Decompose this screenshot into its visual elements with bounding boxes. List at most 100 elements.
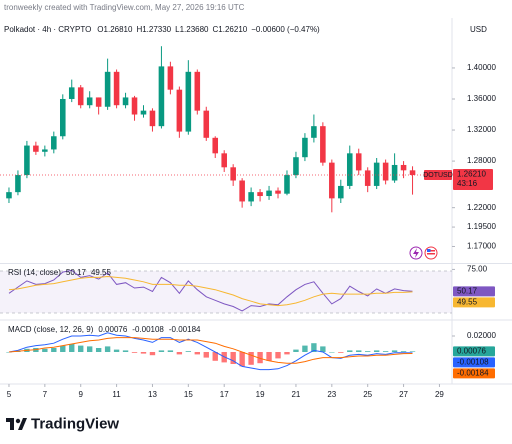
candle-body (346, 153, 353, 186)
ohlc-label: L1.23680 (175, 25, 209, 34)
y-tick-label: 0.02000 (467, 331, 496, 340)
candle-body (338, 185, 344, 199)
candle-body (33, 145, 39, 152)
y-tick-label: 1.22000 (467, 203, 496, 212)
candle-body (68, 87, 75, 99)
candle-body (51, 136, 57, 150)
histogram-bar (140, 352, 147, 354)
y-tick-label: 1.28000 (467, 156, 496, 165)
candle-body (257, 192, 263, 197)
x-tick-label: 21 (291, 390, 300, 399)
histogram-bar (167, 350, 174, 352)
histogram-bar (320, 346, 326, 352)
value-tag: -0.00184 (457, 369, 489, 378)
candle-body (122, 97, 129, 106)
candle-body (248, 192, 254, 202)
candle-body (194, 71, 201, 111)
countdown: 43:16 (457, 179, 478, 188)
candle-body (131, 97, 138, 115)
histogram-bar (104, 346, 111, 352)
y-tick-label: 1.36000 (467, 94, 496, 103)
x-tick-label: 23 (327, 390, 336, 399)
brand-logo (6, 418, 27, 430)
currency-label: USD (470, 25, 487, 34)
price-tag-box (453, 168, 493, 190)
candle-body (176, 89, 183, 132)
x-tick-label: 29 (435, 390, 444, 399)
candle-body (293, 157, 299, 176)
indicator-value: -0.00184 (169, 325, 201, 334)
histogram-bar (51, 348, 57, 352)
histogram-bar (122, 350, 129, 352)
candle-body (409, 170, 416, 175)
ohlc-label: O1.26810 (97, 25, 133, 34)
histogram-bar (248, 352, 254, 365)
indicator-line (8, 275, 413, 307)
lightning-glyph (413, 248, 419, 258)
indicator-value: 49.55 (91, 268, 112, 277)
candle-body (212, 137, 219, 154)
indicator-line (8, 269, 413, 312)
indicator-value: 50.17 (66, 268, 87, 277)
candle-body (77, 87, 84, 106)
candle-body (320, 126, 326, 163)
candle-body (239, 180, 245, 202)
candle-body (230, 167, 236, 181)
histogram-bar (86, 346, 93, 352)
histogram-bar (78, 345, 84, 352)
brand-name: TradingView (31, 415, 119, 432)
x-tick-label: 19 (256, 390, 265, 399)
value-tag: 49.55 (457, 297, 478, 306)
histogram-bar (257, 352, 263, 364)
candle-body (221, 153, 227, 168)
histogram-bar (266, 352, 272, 361)
ohlc-label: C1.26210 (213, 25, 248, 34)
value-tag: 50.17 (457, 286, 478, 295)
histogram-bar (382, 351, 389, 352)
candle-body (59, 98, 66, 137)
candle-body (95, 97, 102, 107)
alert-icons (409, 246, 438, 260)
flag-stripe (427, 250, 435, 252)
histogram-bar (239, 352, 245, 367)
histogram-bar (69, 344, 75, 352)
candle-body (311, 126, 317, 138)
histogram-bar (311, 343, 317, 352)
x-tick-label: 15 (184, 390, 193, 399)
histogram-bar (391, 350, 398, 352)
value-tag-box (453, 357, 495, 368)
histogram-bar (409, 351, 416, 352)
flag-canton (427, 249, 431, 252)
candle-body (266, 190, 272, 197)
y-tick-label: 75.00 (467, 265, 488, 274)
histogram-bar (230, 352, 236, 364)
histogram-bar (275, 352, 281, 359)
candle-body (104, 71, 111, 107)
candle-body (6, 192, 12, 199)
candle-body (167, 66, 174, 90)
histogram-bar (42, 348, 48, 352)
price-tag: 1.26210 (457, 170, 486, 179)
x-tick-label: 7 (43, 390, 48, 399)
x-tick-label: 25 (363, 390, 372, 399)
histogram-bar (212, 352, 218, 361)
histogram-bar (356, 350, 362, 352)
candle-body (42, 149, 48, 152)
histogram-bar (60, 345, 66, 352)
histogram-bar (6, 352, 12, 353)
candle-body (284, 175, 290, 194)
candle-body (302, 137, 308, 158)
candle-body (185, 71, 192, 132)
histogram-bar (149, 352, 156, 356)
candle-body (24, 145, 30, 176)
candle-body (158, 66, 165, 127)
rsi-band (0, 271, 452, 313)
ohlc-label: −0.00600 (−0.47%) (251, 25, 320, 34)
value-tag-box (453, 346, 495, 357)
symbol-tag-box (424, 169, 452, 180)
histogram-bar (347, 350, 353, 352)
flag-stripe (427, 253, 435, 255)
logo-part (15, 418, 21, 424)
attribution: tronweekly created with TradingView.com,… (4, 3, 245, 12)
